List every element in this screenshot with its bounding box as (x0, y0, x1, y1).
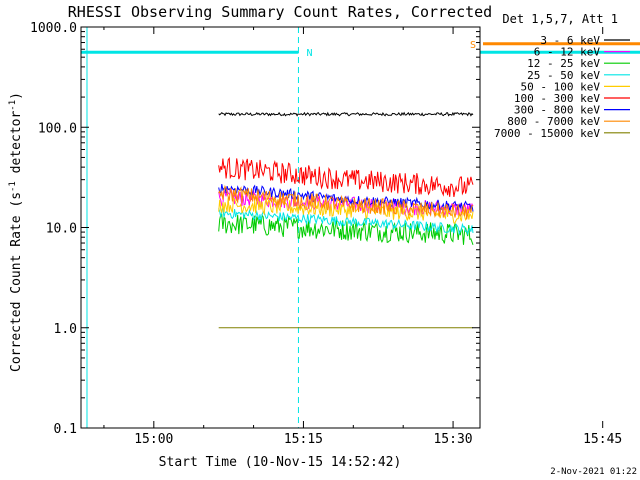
y-axis-label-sup2: -1 (8, 100, 18, 111)
series-trace-7-seg1 (218, 185, 474, 220)
legend-label-3: 25 - 50 keV (527, 69, 600, 82)
y-tick-label-1: 1.0 (54, 322, 77, 337)
axes: 15:0015:1515:3015:4516:0016:1516:300.11.… (30, 21, 622, 447)
legend-label-0: 3 - 6 keV (540, 34, 600, 47)
y-axis-label: Corrected Count Rate (s-1 detector-1) (8, 92, 24, 372)
series-trace-2-seg1 (218, 213, 474, 245)
annotation-night-label: N (306, 48, 312, 59)
series-trace-3-seg1 (218, 207, 474, 236)
plot-area: NS (81, 27, 640, 428)
legend-label-4: 50 - 100 keV (521, 80, 601, 93)
series-trace-0-seg1 (218, 111, 474, 117)
y-tick-label-4: 1000.0 (30, 21, 77, 36)
x-tick-label-2: 15:30 (433, 432, 472, 447)
y-axis-label-end: ) (9, 92, 24, 100)
y-axis-label-mid: detector (9, 111, 24, 182)
annotation-saa-label: S (470, 40, 476, 51)
legend-label-7: 800 - 7000 keV (507, 115, 600, 128)
y-tick-label-2: 10.0 (46, 222, 77, 237)
y-axis-label-sup1: -1 (8, 181, 18, 192)
legend-label-5: 100 - 300 keV (514, 92, 600, 105)
x-tick-label-1: 15:15 (284, 432, 323, 447)
legend-label-1: 6 - 12 keV (534, 46, 601, 59)
x-tick-label-3: 15:45 (583, 432, 622, 447)
legend-header: Det 1,5,7, Att 1 (502, 12, 618, 26)
series-trace-5-seg1 (218, 156, 474, 197)
y-tick-label-0: 0.1 (54, 422, 77, 437)
x-tick-label-0: 15:00 (134, 432, 173, 447)
y-axis-label-main: Corrected Count Rate (s (9, 192, 24, 372)
y-tick-label-3: 100.0 (38, 121, 77, 136)
chart-title: RHESSI Observing Summary Count Rates, Co… (68, 3, 492, 21)
legend-label-8: 7000 - 15000 keV (494, 127, 600, 140)
series-trace-6-seg1 (218, 184, 474, 212)
x-axis-label: Start Time (10-Nov-15 14:52:42) (159, 455, 402, 470)
legend-label-2: 12 - 25 keV (527, 57, 600, 70)
legend-label-6: 300 - 800 keV (514, 104, 600, 117)
footer-timestamp: 2-Nov-2021 01:22 (550, 467, 637, 477)
axes-frame (80, 26, 481, 429)
